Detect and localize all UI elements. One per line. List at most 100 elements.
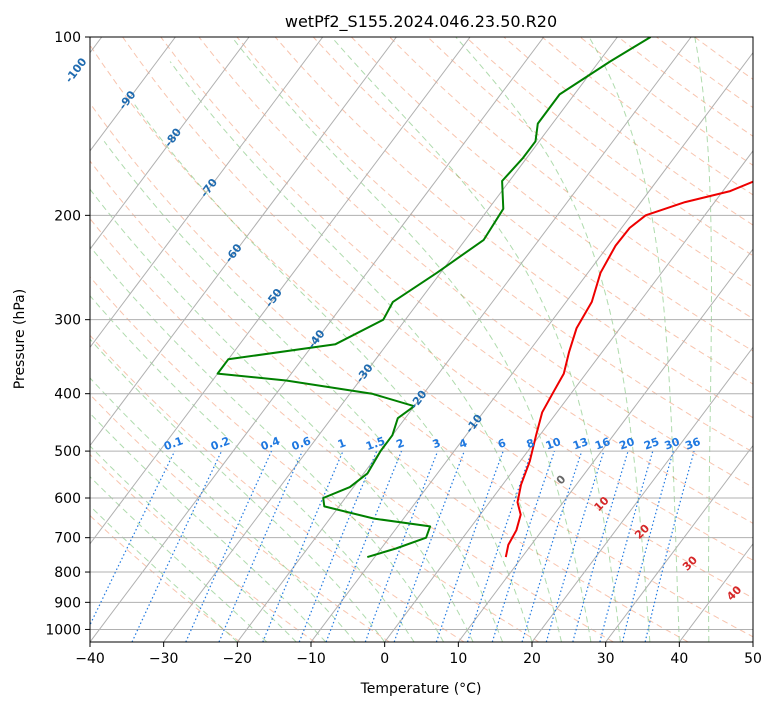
y-tick-label: 200 (54, 208, 81, 224)
dry-adiabat-line (90, 160, 689, 642)
isotherm-line (531, 346, 753, 642)
dry-adiabat-line (90, 217, 614, 642)
isotherm-line (90, 37, 250, 250)
isotherm-line (605, 444, 753, 642)
moist-adiabat-line (231, 37, 592, 642)
x-tick-label: 20 (523, 651, 541, 667)
mixing-ratio-label: 30 (663, 435, 682, 453)
isotherm-line (457, 248, 753, 642)
mixing-ratio-line (621, 450, 674, 642)
mixing-ratio-label: 36 (683, 435, 702, 453)
moist-adiabat-line (90, 412, 327, 642)
y-tick-label: 800 (54, 565, 81, 581)
x-tick-label: −30 (149, 651, 179, 667)
isotherm-line (163, 37, 618, 642)
moist-adiabat-line (169, 61, 562, 642)
x-tick-label: 30 (597, 651, 615, 667)
dry-adiabat-line (122, 37, 753, 561)
y-axis-label: Pressure (hPa) (12, 289, 28, 389)
mixing-ratio-label: 0.2 (209, 434, 232, 453)
isotherm-line (90, 37, 545, 642)
mixing-ratio-label: 2 (394, 436, 406, 451)
dry-adiabat-line (351, 37, 753, 352)
moist-adiabat-line (90, 505, 238, 642)
moist-adiabat-line (331, 37, 621, 642)
dry-adiabat-line (90, 276, 540, 642)
moist-adiabat-line (90, 338, 386, 642)
series-layer (216, 37, 753, 559)
mixing-ratio-label: 3 (431, 436, 443, 451)
mixing-ratio-line (466, 450, 533, 642)
mixing-ratio-line (572, 450, 629, 642)
grid-layer (90, 37, 753, 642)
isotherm-line (90, 37, 471, 545)
isotherm-line (310, 51, 753, 642)
mixing-ratio-line (491, 450, 555, 642)
isotherm-line (384, 150, 753, 642)
dry-adiabat-line (274, 37, 753, 419)
y-tick-label: 300 (54, 313, 81, 329)
mixing-ratio-line (521, 450, 583, 642)
moist-adiabat-line (90, 295, 415, 642)
dry-adiabat-line (160, 37, 753, 524)
y-tick-label: 900 (54, 595, 81, 611)
moist-adiabat-line (455, 37, 651, 642)
x-tick-label: −20 (223, 651, 253, 667)
mixing-ratio-label: 20 (618, 435, 637, 453)
mixing-ratio-line (325, 450, 403, 642)
tick-layer: −40 −30 −20 −10 0 10 20 30 40 5010020030040050060… (45, 30, 762, 667)
mixing-ratio-line (644, 450, 695, 642)
mixing-ratio-line (393, 450, 465, 642)
moist-adiabat-line (90, 188, 474, 642)
mixing-ratio-label: 6 (496, 436, 508, 451)
y-tick-label: 1000 (45, 622, 81, 638)
mixing-ratio-label: 16 (593, 435, 612, 453)
mixing-ratio-label: 0.4 (259, 434, 282, 453)
mixing-ratio-line (364, 450, 439, 642)
chart-title: wetPf2_S155.2024.046.23.50.R20 (285, 12, 557, 32)
y-tick-label: 600 (54, 491, 81, 507)
mixing-ratio-line (599, 450, 654, 642)
mixing-ratio-label: 0.1 (162, 434, 185, 453)
dry-adiabat-line (90, 334, 465, 642)
plot-frame (89, 36, 754, 643)
x-tick-label: −10 (296, 651, 326, 667)
mixing-ratio-line (185, 450, 273, 642)
x-tick-label: 10 (449, 651, 467, 667)
dry-adiabat-line (90, 393, 390, 642)
mixing-ratio-label: 1 (336, 436, 348, 451)
moist-adiabat-line (134, 104, 533, 642)
x-tick-label: 50 (744, 651, 762, 667)
moist-adiabat-line (694, 37, 712, 642)
temperature-profile-line (504, 180, 753, 558)
y-tick-label: 400 (54, 387, 81, 403)
x-tick-label: 40 (670, 651, 688, 667)
moist-adiabat-line (90, 476, 268, 642)
mixing-ratio-line (435, 450, 504, 642)
mixing-ratio-line (298, 450, 378, 642)
mixing-ratio-line (90, 450, 176, 627)
mixing-ratio-label: 10 (544, 435, 563, 453)
isotherm-line (90, 37, 176, 152)
mixing-ratio-label: 13 (571, 435, 590, 452)
isotherm-line (236, 37, 692, 642)
y-tick-label: 500 (54, 444, 81, 460)
mixing-ratio-line (262, 450, 344, 642)
x-tick-label: 0 (380, 651, 389, 667)
mixing-ratio-label: 1.5 (364, 434, 387, 453)
y-tick-label: 100 (54, 30, 81, 46)
mixing-ratio-label: 8 (525, 436, 537, 451)
mixing-ratio-label: 4 (457, 436, 469, 451)
mixing-ratio-line (218, 450, 303, 642)
mixing-ratio-line (545, 450, 605, 642)
mixing-ratio-label: 0.6 (290, 434, 313, 453)
dewpoint-profile-line (216, 37, 652, 559)
x-tick-label: −40 (75, 651, 105, 667)
mixing-ratio-label: 25 (642, 435, 661, 452)
moist-adiabat-line (90, 245, 445, 642)
isotherm-line (90, 37, 397, 447)
isotherm-line (90, 37, 324, 349)
dry-adiabat-line (90, 44, 753, 599)
